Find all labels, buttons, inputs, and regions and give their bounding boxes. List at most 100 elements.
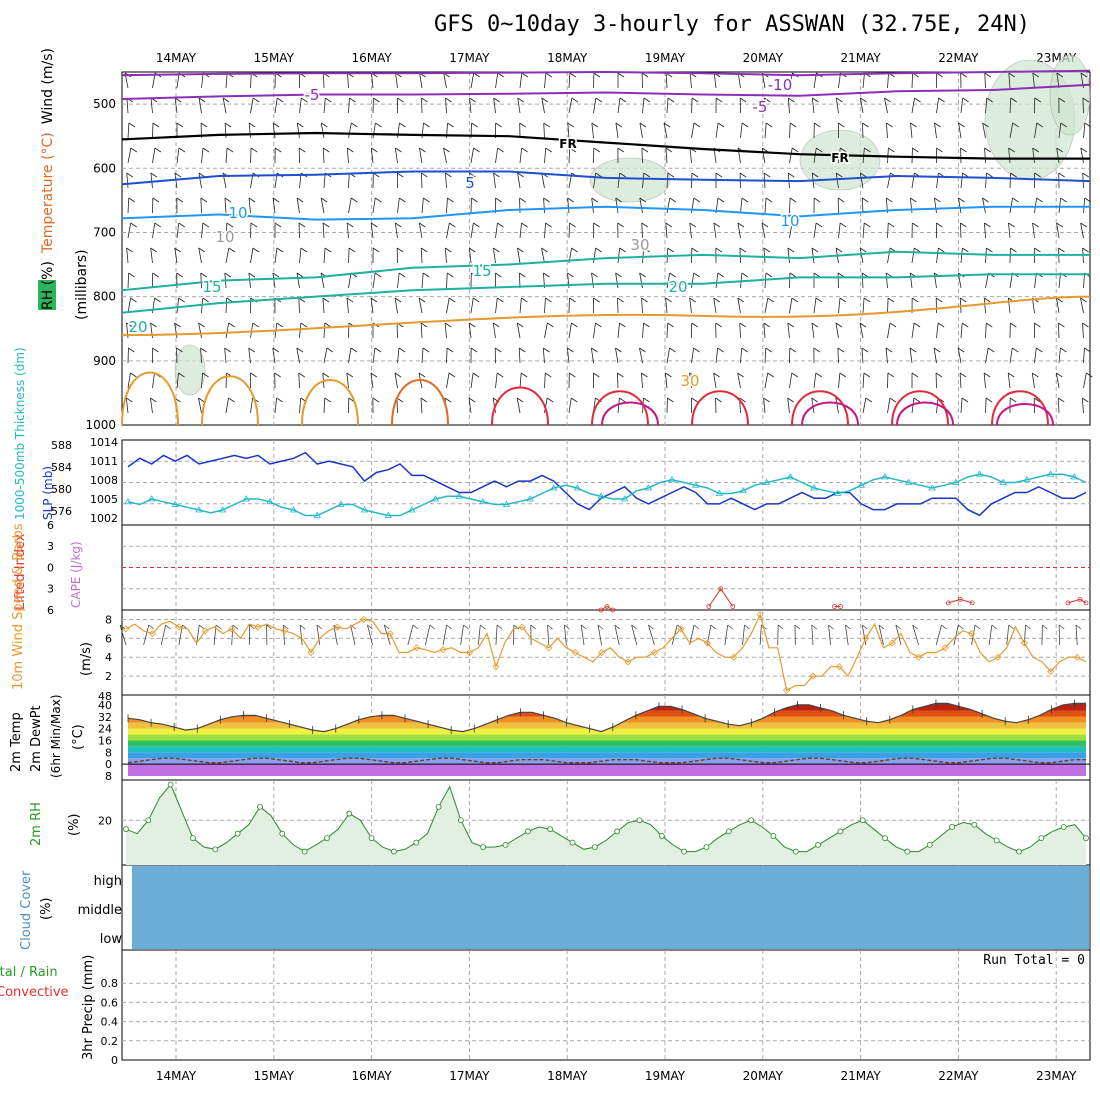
wind-speed-marker bbox=[148, 630, 156, 638]
rh-point bbox=[301, 848, 308, 855]
rh-point bbox=[190, 835, 196, 842]
thickness-marker bbox=[786, 473, 795, 480]
date-label-top: 15MAY bbox=[254, 51, 295, 65]
rh-point bbox=[457, 817, 464, 824]
date-label-top: 18MAY bbox=[547, 51, 588, 65]
thickness-marker bbox=[952, 478, 960, 485]
warm-contour bbox=[601, 401, 659, 426]
rh-point bbox=[435, 803, 442, 810]
li-tick-label: 6 bbox=[47, 604, 54, 617]
rh-point bbox=[748, 817, 755, 824]
rh-point bbox=[859, 817, 866, 824]
wind-speed-marker bbox=[413, 644, 421, 652]
warm-contour bbox=[591, 390, 649, 426]
thickness-tick-label: 576 bbox=[51, 505, 72, 518]
lifted-index-point bbox=[610, 607, 616, 613]
rh-point bbox=[1083, 835, 1089, 842]
pressure-tick-label: 700 bbox=[93, 225, 116, 239]
temp-tick-label: 16 bbox=[98, 734, 112, 747]
date-label-top: 22MAY bbox=[938, 51, 979, 65]
rh-point bbox=[1016, 848, 1022, 855]
lifted-index-point bbox=[730, 604, 736, 609]
warm-contour bbox=[896, 401, 954, 426]
temp-tick-label: 24 bbox=[98, 723, 112, 736]
thickness-marker bbox=[384, 511, 392, 518]
thickness-marker bbox=[360, 506, 369, 513]
thickness-marker bbox=[621, 495, 629, 502]
wind-speed-marker bbox=[1073, 653, 1081, 661]
series-line bbox=[127, 473, 1087, 517]
rh-point bbox=[658, 833, 665, 839]
chart-title: GFS 0~10day 3-hourly for ASSWAN (32.75E,… bbox=[434, 12, 1031, 37]
thickness-tick-label: 580 bbox=[51, 483, 72, 496]
thickness-marker bbox=[195, 506, 203, 513]
panel-frame bbox=[121, 71, 1091, 426]
wind-speed-marker bbox=[650, 648, 659, 657]
warm-contour bbox=[791, 390, 849, 426]
slp-tick-label: 1011 bbox=[90, 455, 118, 468]
isotherm-line bbox=[121, 205, 1090, 221]
wind-axis-unit: (m/s) bbox=[79, 642, 94, 676]
rh-shade-area bbox=[174, 344, 206, 396]
lifted-index-point bbox=[1065, 600, 1071, 606]
precip-convective-title: Convective bbox=[0, 985, 69, 1000]
rh-point bbox=[591, 844, 598, 851]
rh-point bbox=[993, 837, 1000, 844]
contour-label: 30 bbox=[680, 372, 699, 390]
minmax-axis-title: (6hr Min/Max) bbox=[49, 695, 63, 779]
lifted-index-line bbox=[948, 598, 973, 604]
warm-contour bbox=[801, 401, 859, 426]
temp-band bbox=[128, 740, 1086, 747]
rh-point bbox=[815, 841, 821, 848]
upper-ylabel-units: (millibars) bbox=[74, 249, 90, 320]
wind-tick-label: 8 bbox=[105, 613, 112, 626]
upper-ylabel-part: Temperature (°C) bbox=[40, 132, 56, 254]
thickness-marker bbox=[550, 484, 558, 491]
isotherm-line bbox=[121, 83, 1091, 100]
precip-tick-label: 0.6 bbox=[101, 996, 119, 1009]
temp-band bbox=[128, 746, 1086, 753]
contour-label: -10 bbox=[768, 76, 793, 94]
cloud-axis-title: Cloud Cover bbox=[19, 870, 34, 950]
wind-speed-marker bbox=[333, 623, 341, 631]
precip-tick-label: 0.8 bbox=[101, 977, 119, 990]
contour-label: 10 bbox=[215, 228, 234, 246]
li-axis-title: Lifted Index bbox=[13, 533, 28, 610]
temp-band bbox=[128, 734, 1086, 741]
thickness-marker bbox=[644, 484, 653, 491]
contour-label: -5 bbox=[305, 86, 320, 104]
rh-point bbox=[324, 835, 330, 842]
thickness-marker bbox=[715, 489, 724, 496]
date-label-top: 19MAY bbox=[645, 51, 686, 65]
contour-label: 5 bbox=[465, 174, 475, 192]
rh-legend-swatch bbox=[38, 280, 56, 310]
wind-speed-marker bbox=[492, 663, 500, 671]
thickness-marker bbox=[1046, 470, 1055, 477]
thickness-tick-label: 584 bbox=[51, 461, 72, 474]
contour-label: 10 bbox=[780, 212, 799, 230]
rh-point bbox=[480, 844, 487, 851]
wind-speed-marker bbox=[888, 639, 896, 647]
thickness-marker bbox=[857, 481, 865, 488]
rh-point bbox=[681, 848, 688, 855]
thickness-marker bbox=[597, 492, 605, 499]
wind-speed-marker bbox=[1047, 667, 1055, 675]
rh-point bbox=[792, 848, 799, 855]
panel-upper bbox=[121, 71, 1091, 426]
rh-point bbox=[524, 828, 531, 835]
rh-shade-area bbox=[1049, 54, 1091, 136]
rh-tick-label: 20 bbox=[98, 814, 112, 827]
thickness-marker bbox=[242, 495, 250, 502]
thickness-marker bbox=[124, 497, 132, 505]
thickness-marker bbox=[881, 473, 889, 480]
rh-area bbox=[126, 784, 1086, 865]
wind-speed-marker bbox=[465, 648, 474, 657]
date-label-bottom: 21MAY bbox=[840, 1069, 881, 1083]
wind-barbs-upper bbox=[124, 72, 1093, 414]
rh-point bbox=[882, 835, 888, 842]
pressure-tick-label: 900 bbox=[93, 354, 116, 368]
wind-speed-marker bbox=[809, 672, 817, 680]
contour-label: 20 bbox=[668, 278, 687, 296]
wind-speed-marker bbox=[545, 644, 553, 652]
thickness-marker bbox=[147, 495, 156, 502]
